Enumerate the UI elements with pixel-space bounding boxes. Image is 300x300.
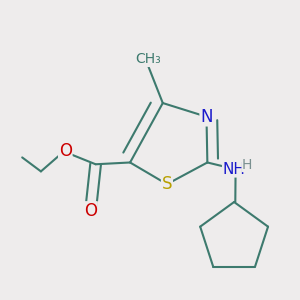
Text: H: H [242, 158, 252, 172]
Text: N: N [200, 108, 213, 126]
Text: O: O [84, 202, 97, 220]
Text: NH: NH [223, 162, 246, 177]
Text: S: S [162, 175, 172, 193]
Text: CH₃: CH₃ [135, 52, 161, 66]
Text: O: O [59, 142, 72, 160]
